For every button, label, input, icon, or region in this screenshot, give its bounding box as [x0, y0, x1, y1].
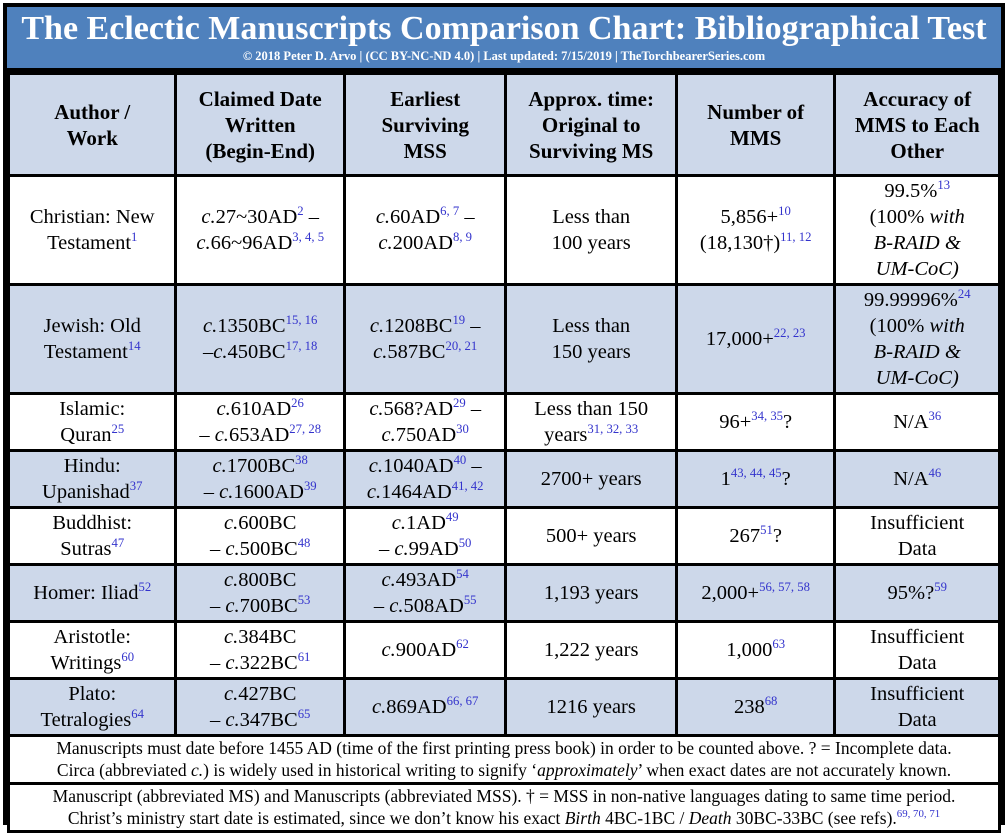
table-cell: 96+34, 35? — [674, 392, 837, 452]
table-cell: 5,856+10 (18,130†)11, 12 — [674, 174, 837, 286]
table-cell: c.384BC – c.322BC61 — [174, 620, 346, 680]
footnote-block-2: Manuscript (abbreviated MS) and Manuscri… — [7, 782, 1001, 833]
table-cell: c.610AD26– c.653AD27, 28 — [174, 392, 346, 452]
table-row: Plato: Tetralogies64 c.427BC – c.347BC65 c.8… — [6, 677, 1001, 737]
page-title: The Eclectic Manuscripts Comparison Char… — [21, 10, 987, 47]
table-cell: c.1040AD40 – c.1464AD41, 42 — [342, 449, 508, 509]
footnote-line: Circa (abbreviated c.) is widely used in… — [56, 759, 952, 780]
table-cell: Islamic: Quran25 — [6, 392, 178, 452]
title-bar: The Eclectic Manuscripts Comparison Char… — [7, 7, 1001, 72]
table-cell: 23868 — [674, 677, 837, 737]
column-header-claimed-date: Claimed Date Written (Begin-End) — [174, 72, 346, 177]
table-cell: c.1AD49– c.99AD50 — [342, 506, 508, 566]
table-cell: 1,193 years — [504, 563, 678, 623]
table-cell: 26751? — [674, 506, 837, 566]
footnote-line: Manuscript (abbreviated MS) and Manuscri… — [52, 786, 956, 807]
table-cell: c.1700BC38– c.1600AD39 — [174, 449, 346, 509]
table-cell: N/A46 — [833, 449, 1001, 509]
table-cell: Plato: Tetralogies64 — [6, 677, 178, 737]
table-cell: Homer: Iliad52 — [6, 563, 178, 623]
table-cell: c.60AD6, 7 – c.200AD8, 9 — [342, 174, 508, 286]
table-cell: Less than 100 years — [504, 174, 678, 286]
table-cell: 2700+ years — [504, 449, 678, 509]
table-row: Homer: Iliad52 c.800BC – c.700BC53 c.493AD5… — [6, 563, 1001, 623]
table-row: Christian: New Testament1 c.27~30AD2 – c.66… — [6, 174, 1001, 286]
table-cell: c.27~30AD2 – c.66~96AD3, 4, 5 — [174, 174, 346, 286]
table-cell: c.869AD66, 67 — [342, 677, 508, 737]
footnote-row-2: Manuscript (abbreviated MS) and Manuscri… — [7, 782, 1001, 833]
column-header-approx-time: Approx. time: Original to Surviving MS — [504, 72, 678, 177]
table-cell: Christian: New Testament1 — [6, 174, 178, 286]
table-cell: 99.5%13 (100% with B-RAID & UM-CoC) — [833, 174, 1001, 286]
table-cell: 143, 44, 45? — [674, 449, 837, 509]
table-cell: 500+ years — [504, 506, 678, 566]
table-cell: 1,222 years — [504, 620, 678, 680]
table-cell: Insufficient Data — [833, 677, 1001, 737]
table-cell: Buddhist: Sutras47 — [6, 506, 178, 566]
table-cell: c.427BC – c.347BC65 — [174, 677, 346, 737]
table-row: Jewish: Old Testament14 c.1350BC15, 16 –c.4… — [6, 283, 1001, 395]
table-cell: Insufficient Data — [833, 620, 1001, 680]
table-row: Buddhist: Sutras47 c.600BC – c.500BC48 c.1AD… — [6, 506, 1001, 566]
table-body: Christian: New Testament1 c.27~30AD2 – c.66… — [6, 174, 1001, 737]
table-cell: c.1208BC19 – c.587BC20, 21 — [342, 283, 508, 395]
footnote-block-1: Manuscripts must date before 1455 AD (ti… — [7, 734, 1001, 785]
column-header-earliest-mss: Earliest Surviving MSS — [342, 72, 508, 177]
table-cell: c.493AD54– c.508AD55 — [342, 563, 508, 623]
column-header-accuracy: Accuracy of MMS to Each Other — [833, 72, 1001, 177]
table-row: Islamic: Quran25 c.610AD26– c.653AD27, 28 c… — [6, 392, 1001, 452]
table-cell: 17,000+22, 23 — [674, 283, 837, 395]
table-cell: c.900AD62 — [342, 620, 508, 680]
table-cell: Less than 150 years31, 32, 33 — [504, 392, 678, 452]
footnote-row-1: Manuscripts must date before 1455 AD (ti… — [7, 734, 1001, 785]
column-header-number-mms: Number of MMS — [674, 72, 837, 177]
footnote-line: Christ’s ministry start date is estimate… — [67, 807, 941, 828]
table-row: Hindu: Upanishad37 c.1700BC38– c.1600AD39 c… — [6, 449, 1001, 509]
column-header-author-work: Author / Work — [6, 72, 178, 177]
table-cell: c.568?AD29 – c.750AD30 — [342, 392, 508, 452]
table-cell: 95%?59 — [833, 563, 1001, 623]
table-cell: Less than 150 years — [504, 283, 678, 395]
table-cell: 2,000+56, 57, 58 — [674, 563, 837, 623]
table-row: Aristotle: Writings60 c.384BC – c.322BC61 c.… — [6, 620, 1001, 680]
table-cell: 1216 years — [504, 677, 678, 737]
table-cell: Insufficient Data — [833, 506, 1001, 566]
table-cell: 1,00063 — [674, 620, 837, 680]
table-cell: Aristotle: Writings60 — [6, 620, 178, 680]
table-cell: c.800BC – c.700BC53 — [174, 563, 346, 623]
comparison-table: Author / Work Claimed Date Written (Begin-E… — [6, 72, 1001, 833]
table-cell: Hindu: Upanishad37 — [6, 449, 178, 509]
table-cell: Jewish: Old Testament14 — [6, 283, 178, 395]
chart-frame: The Eclectic Manuscripts Comparison Char… — [3, 3, 1005, 833]
copyright-line: © 2018 Peter D. Arvo | (CC BY-NC-ND 4.0)… — [242, 49, 766, 63]
footnote-line: Manuscripts must date before 1455 AD (ti… — [56, 738, 952, 759]
table-cell: c.1350BC15, 16 –c.450BC17, 18 — [174, 283, 346, 395]
table-cell: 99.99996%24 (100% with B-RAID & UM-CoC) — [833, 283, 1001, 395]
table-cell: N/A36 — [833, 392, 1001, 452]
header-row: Author / Work Claimed Date Written (Begin-E… — [6, 72, 1001, 177]
table-cell: c.600BC – c.500BC48 — [174, 506, 346, 566]
